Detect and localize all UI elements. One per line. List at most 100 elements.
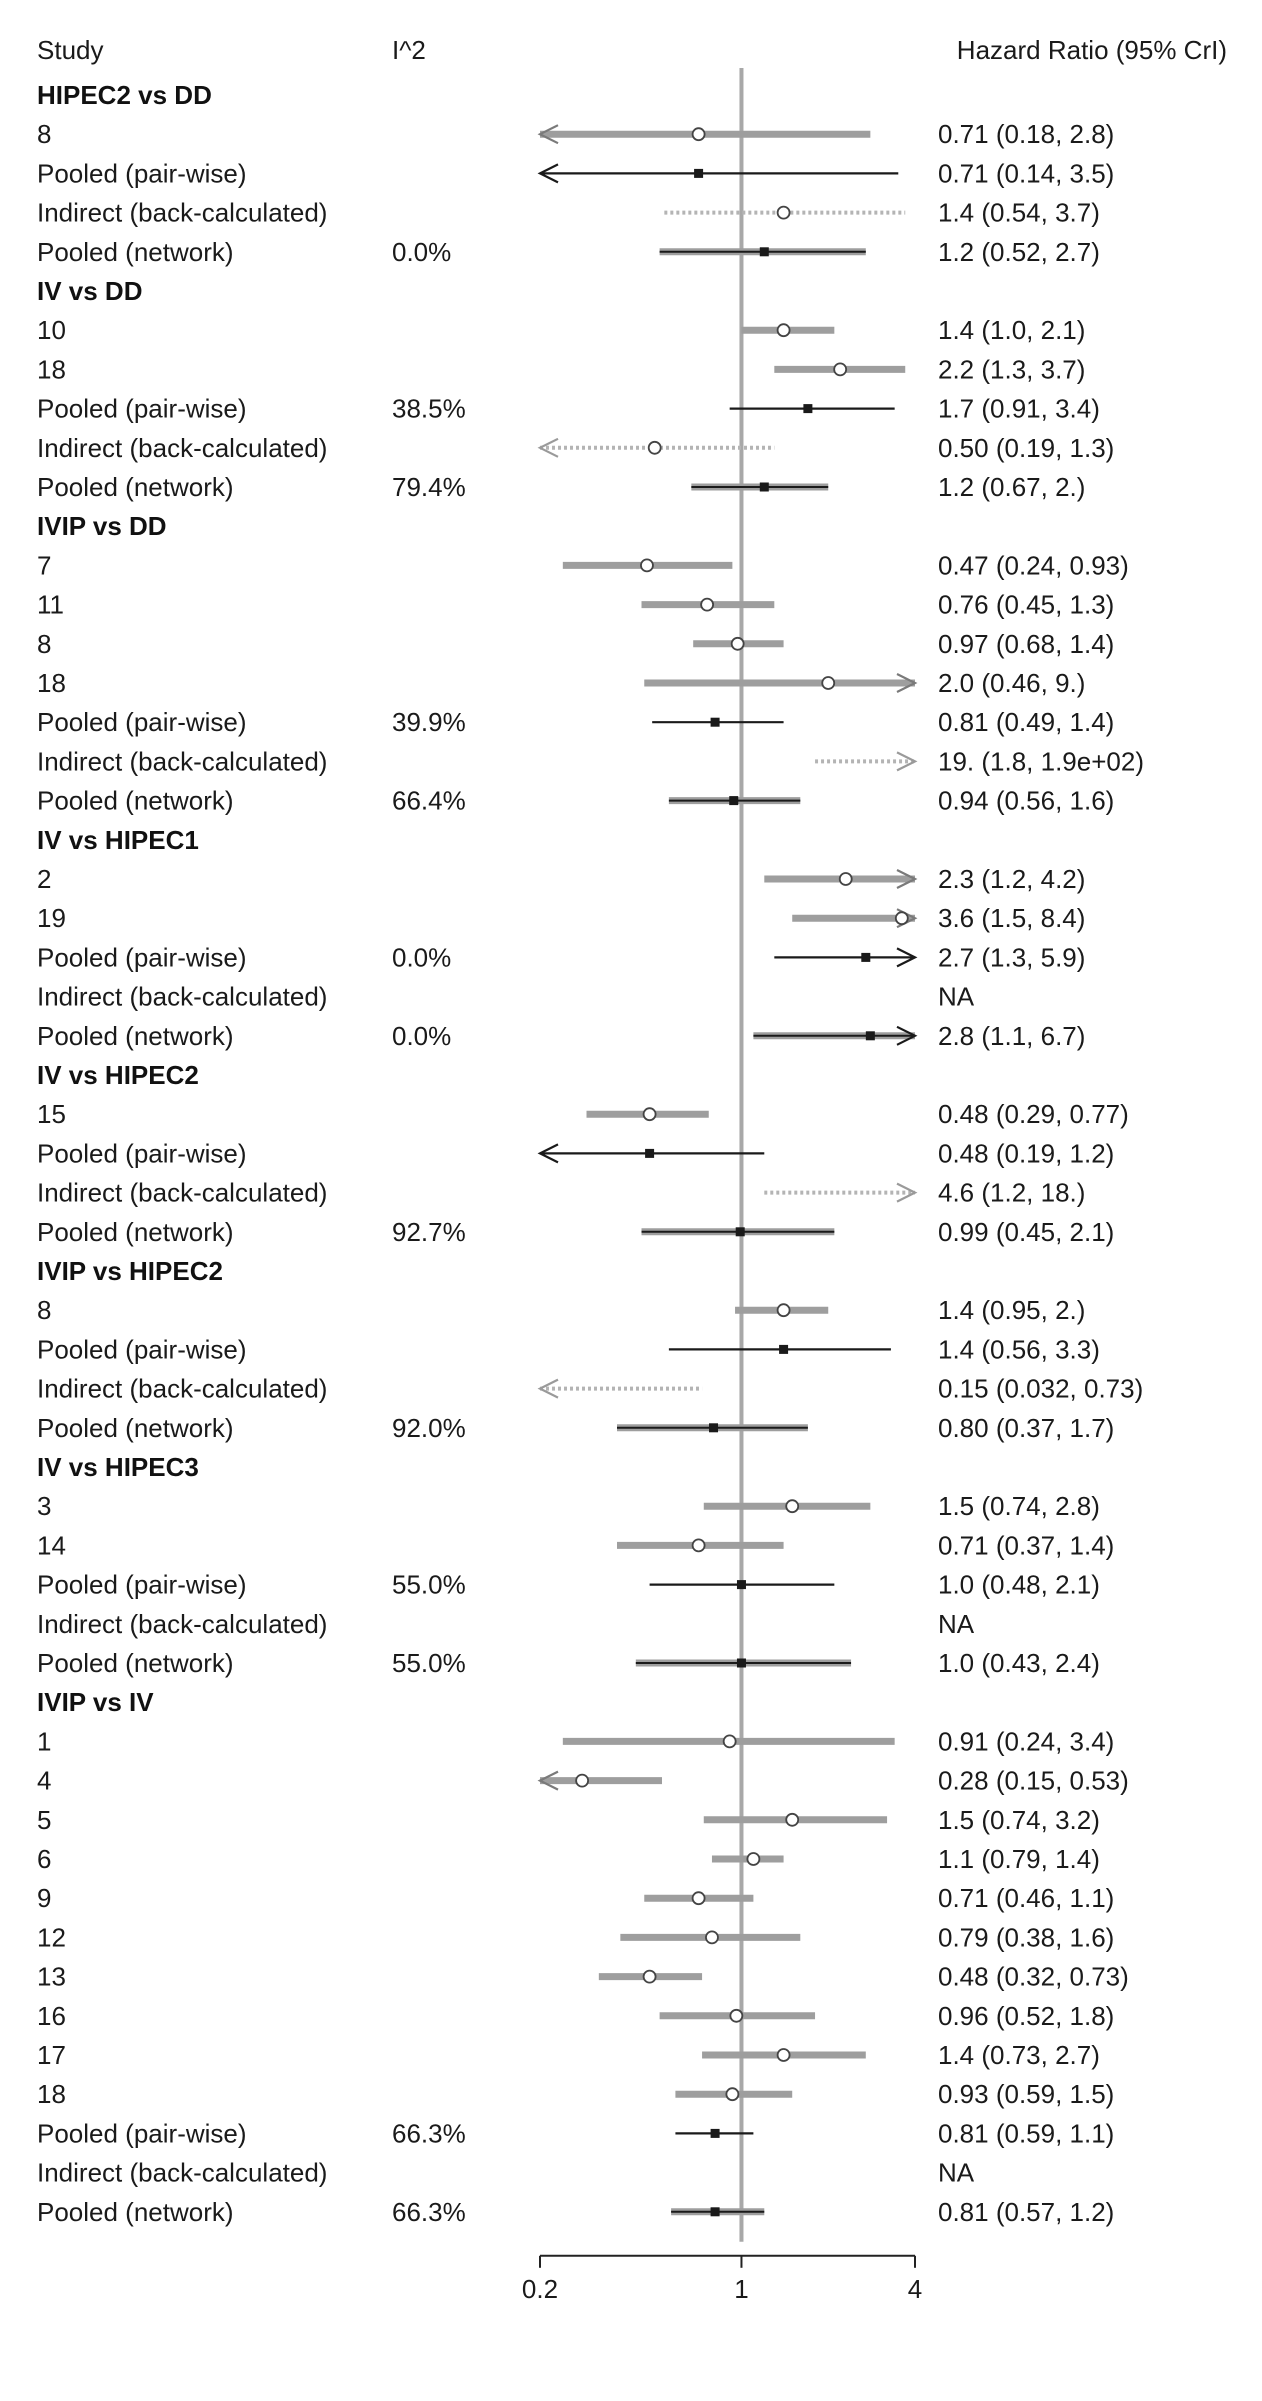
row-label: Pooled (network)	[37, 1648, 234, 1678]
row-hazard-ratio: 1.2 (0.67, 2.)	[938, 472, 1085, 502]
row-label: Pooled (network)	[37, 1021, 234, 1051]
forest-row: 2 2.3 (1.2, 4.2)	[37, 864, 1085, 894]
forest-row: 18 2.0 (0.46, 9.)	[37, 668, 1085, 698]
estimate-marker	[722, 1734, 737, 1749]
x-axis: 0.2 1 4	[522, 2254, 922, 2304]
estimate-marker	[785, 1812, 800, 1827]
estimate-marker	[730, 636, 745, 651]
row-hazard-ratio: 0.99 (0.45, 2.1)	[938, 1217, 1114, 1247]
row-i2: 66.3%	[392, 2118, 466, 2148]
forest-row: 11 0.76 (0.45, 1.3)	[37, 590, 1114, 620]
estimate-marker	[640, 558, 654, 573]
row-hazard-ratio: 0.97 (0.68, 1.4)	[938, 629, 1114, 659]
row-hazard-ratio: 1.5 (0.74, 3.2)	[938, 1805, 1100, 1835]
row-hazard-ratio: 2.3 (1.2, 4.2)	[938, 864, 1085, 894]
row-hazard-ratio: 0.81 (0.49, 1.4)	[938, 707, 1114, 737]
forest-row: Indirect (back-calculated) NA	[37, 1609, 975, 1639]
forest-row: 6 1.1 (0.79, 1.4)	[37, 1844, 1100, 1874]
row-hazard-ratio: 1.7 (0.91, 3.4)	[938, 394, 1100, 424]
row-label: 8	[37, 1295, 51, 1325]
row-label: 13	[37, 1962, 66, 1992]
forest-row: Pooled (pair-wise) 39.9% 0.81 (0.49, 1.4)	[37, 707, 1114, 737]
row-label: Pooled (pair-wise)	[37, 1138, 247, 1168]
x-tick-label: 0.2	[522, 2274, 558, 2304]
arrow-left-icon	[537, 163, 559, 184]
row-hazard-ratio: 3.6 (1.5, 8.4)	[938, 903, 1085, 933]
forest-row: Indirect (back-calculated) NA	[37, 2158, 975, 2188]
row-label: Pooled (network)	[37, 786, 234, 816]
group-7: IVIP vs IV 1 0.91 (0.24, 3.4) 4 0.28 (0.15, …	[37, 1687, 1129, 2227]
row-label: 2	[37, 864, 51, 894]
row-i2: 0.0%	[392, 942, 451, 972]
row-i2: 79.4%	[392, 472, 466, 502]
row-label: Pooled (pair-wise)	[37, 942, 247, 972]
row-label: Pooled (pair-wise)	[37, 707, 247, 737]
estimate-marker	[710, 717, 720, 727]
arrow-left-icon	[537, 1770, 559, 1791]
row-label: 16	[37, 2001, 66, 2031]
row-hazard-ratio: 0.93 (0.59, 1.5)	[938, 2079, 1114, 2109]
estimate-marker	[838, 872, 853, 886]
forest-row: 13 0.48 (0.32, 0.73)	[37, 1962, 1129, 1992]
forest-row: 1 0.91 (0.24, 3.4)	[37, 1726, 1114, 1756]
row-label: Indirect (back-calculated)	[37, 746, 327, 776]
forest-row: Indirect (back-calculated) 1.4 (0.54, 3.7…	[37, 198, 1100, 228]
estimate-marker	[746, 1852, 761, 1866]
estimate-marker	[700, 597, 715, 612]
forest-row: Pooled (network) 0.0% 2.8 (1.1, 6.7)	[37, 1021, 1085, 1051]
row-i2: 38.5%	[392, 394, 466, 424]
forest-row: Pooled (network) 55.0% 1.0 (0.43, 2.4)	[37, 1648, 1100, 1678]
forest-row: Pooled (pair-wise) 0.71 (0.14, 3.5)	[37, 158, 1114, 188]
group-1: IV vs DD 10 1.4 (1.0, 2.1) 18 2.2 (1.3, 3.7)…	[37, 276, 1114, 502]
forest-row: Pooled (network) 79.4% 1.2 (0.67, 2.)	[37, 472, 1085, 502]
forest-row: 17 1.4 (0.73, 2.7)	[37, 2040, 1100, 2070]
arrow-right-icon	[896, 673, 918, 693]
estimate-marker	[779, 1344, 789, 1354]
row-hazard-ratio: 1.1 (0.79, 1.4)	[938, 1844, 1100, 1874]
row-i2: 55.0%	[392, 1648, 466, 1678]
estimate-marker	[736, 1658, 746, 1668]
forest-row: Indirect (back-calculated) NA	[37, 982, 975, 1012]
row-i2: 0.0%	[392, 237, 451, 267]
row-label: Pooled (network)	[37, 1413, 234, 1443]
row-label: Pooled (network)	[37, 1217, 234, 1247]
row-hazard-ratio: 0.28 (0.15, 0.53)	[938, 1766, 1129, 1796]
estimate-marker	[776, 205, 791, 220]
row-label: 8	[37, 119, 51, 149]
row-hazard-ratio: 0.91 (0.24, 3.4)	[938, 1726, 1114, 1756]
forest-row: 15 0.48 (0.29, 0.77)	[37, 1099, 1129, 1129]
x-tick-label: 1	[734, 2274, 748, 2304]
estimate-marker	[709, 1423, 719, 1433]
group-0: HIPEC2 vs DD 8 0.71 (0.18, 2.8) Pooled (pai…	[37, 80, 1114, 267]
row-label: Pooled (network)	[37, 237, 234, 267]
arrow-left-icon	[537, 1378, 559, 1399]
row-label: 11	[37, 590, 64, 620]
forest-row: Indirect (back-calculated) 0.15 (0.032, 0…	[37, 1374, 1143, 1404]
estimate-marker	[759, 247, 769, 257]
estimate-marker	[645, 1148, 655, 1158]
row-hazard-ratio: 1.4 (0.54, 3.7)	[938, 198, 1100, 228]
row-label: Pooled (pair-wise)	[37, 158, 247, 188]
row-label: Pooled (network)	[37, 2197, 234, 2227]
row-i2: 66.4%	[392, 786, 466, 816]
forest-row: 9 0.71 (0.46, 1.1)	[37, 1883, 1114, 1913]
row-label: Indirect (back-calculated)	[37, 2158, 327, 2188]
forest-row: Pooled (network) 92.0% 0.80 (0.37, 1.7)	[37, 1413, 1114, 1443]
forest-row: 19 3.6 (1.5, 8.4)	[37, 903, 1085, 933]
row-i2: 92.7%	[392, 1217, 466, 1247]
estimate-marker	[691, 1538, 706, 1553]
estimate-marker	[776, 2048, 791, 2062]
row-label: 1	[37, 1726, 51, 1756]
forest-row: Pooled (network) 92.7% 0.99 (0.45, 2.1)	[37, 1217, 1114, 1247]
row-hazard-ratio: 2.2 (1.3, 3.7)	[938, 354, 1085, 384]
estimate-marker	[575, 1773, 590, 1788]
forest-row: 12 0.79 (0.38, 1.6)	[37, 1922, 1114, 1952]
row-hazard-ratio: 0.15 (0.032, 0.73)	[938, 1374, 1143, 1404]
row-hazard-ratio: 0.47 (0.24, 0.93)	[938, 550, 1129, 580]
estimate-marker	[821, 676, 836, 690]
row-hazard-ratio: NA	[938, 2158, 975, 2188]
row-hazard-ratio: 0.76 (0.45, 1.3)	[938, 590, 1114, 620]
row-hazard-ratio: 0.80 (0.37, 1.7)	[938, 1413, 1114, 1443]
row-i2: 66.3%	[392, 2197, 466, 2227]
group-title: IVIP vs DD	[37, 511, 167, 541]
